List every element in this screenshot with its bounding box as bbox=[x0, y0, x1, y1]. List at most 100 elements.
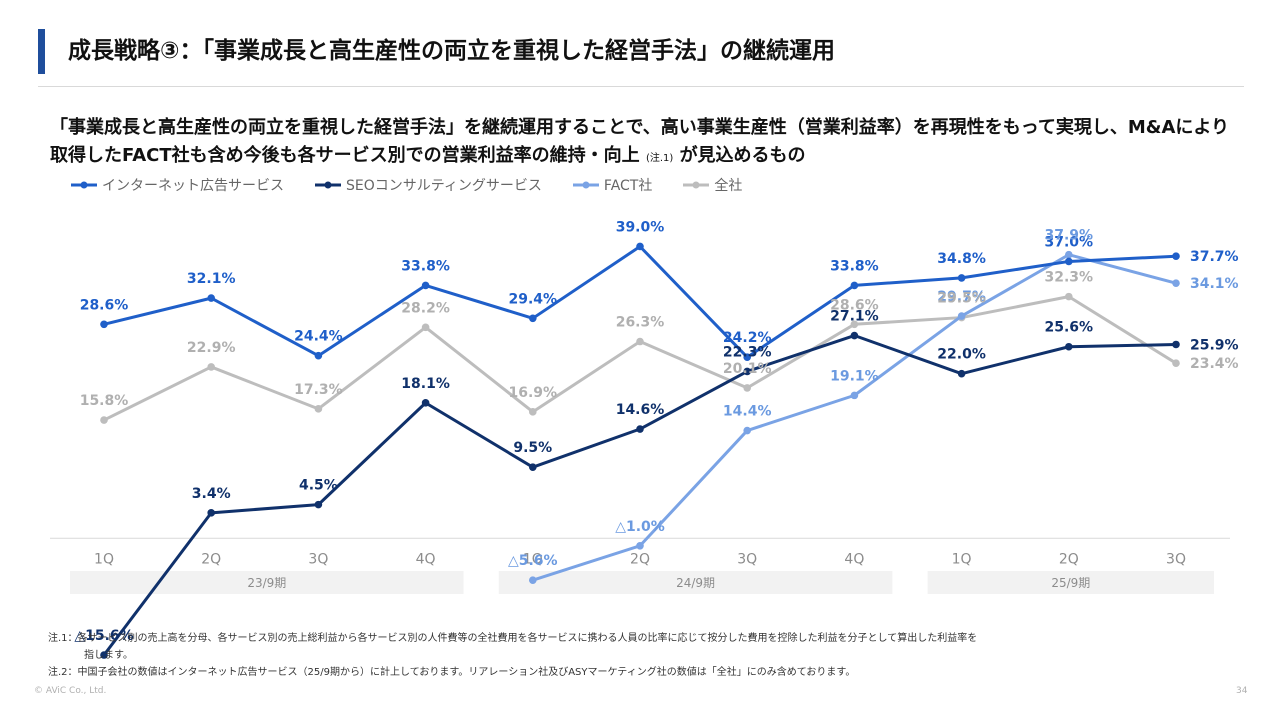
legend-swatch-dot bbox=[582, 181, 590, 189]
period-band bbox=[70, 571, 464, 594]
data-label: 32.1% bbox=[187, 271, 236, 287]
data-point bbox=[743, 367, 751, 376]
footnote-2-text: 中国子会社の数値はインターネット広告サービス（25/9期から）に計上しております… bbox=[77, 667, 856, 678]
legend-item: 全社 bbox=[682, 175, 742, 195]
data-point bbox=[100, 416, 108, 424]
data-label: 3.4% bbox=[192, 486, 231, 502]
lead-end: が見込めるもの bbox=[679, 145, 806, 166]
data-label: 29.4% bbox=[509, 291, 558, 307]
data-point bbox=[1172, 340, 1180, 349]
data-label: 33.8% bbox=[830, 258, 879, 274]
data-point bbox=[314, 500, 323, 509]
data-label: 25.9% bbox=[1190, 337, 1239, 353]
data-point bbox=[743, 384, 751, 392]
data-point bbox=[850, 331, 859, 340]
title-divider bbox=[38, 86, 1244, 87]
legend-item: SEOコンサルティングサービス bbox=[314, 175, 542, 195]
page-number: 34 bbox=[1236, 686, 1248, 696]
data-label: 37.9% bbox=[1045, 228, 1094, 244]
data-label: 25.6% bbox=[1045, 320, 1094, 336]
data-label: 17.3% bbox=[294, 382, 343, 398]
x-tick-label: 4Q bbox=[844, 551, 864, 567]
data-point bbox=[100, 651, 108, 659]
x-tick-label: 3Q bbox=[737, 551, 757, 567]
data-point bbox=[743, 353, 751, 362]
data-point bbox=[850, 320, 859, 329]
lead-note-ref: (注.1) bbox=[645, 153, 674, 164]
footnote-1-text: 各サービス別の売上高を分母、各サービス別の売上総利益から各サービス別の人件費等の… bbox=[77, 633, 978, 644]
copyright: © AViC Co., Ltd. bbox=[34, 686, 107, 696]
lead-text: 「事業成長と高生産性の両立を重視した経営手法」を継続運用することで、高い事業生産… bbox=[50, 114, 1240, 173]
x-tick-label: 1Q bbox=[94, 551, 114, 567]
data-label: 32.3% bbox=[1045, 270, 1094, 286]
data-point bbox=[529, 408, 537, 416]
period-band bbox=[927, 571, 1214, 594]
data-label: 24.4% bbox=[294, 329, 343, 345]
data-label: 37.0% bbox=[1045, 234, 1094, 250]
data-point bbox=[1172, 252, 1180, 261]
x-tick-label: 2Q bbox=[201, 551, 221, 567]
data-label: △1.0% bbox=[615, 519, 665, 535]
legend-swatch bbox=[315, 181, 341, 189]
data-label: 34.1% bbox=[1190, 276, 1239, 292]
data-point bbox=[529, 314, 537, 323]
data-label: 33.8% bbox=[401, 258, 450, 274]
data-point bbox=[1065, 342, 1073, 351]
legend-label: SEOコンサルティングサービス bbox=[346, 178, 542, 194]
data-label: 20.1% bbox=[723, 361, 772, 377]
title-accent-bar bbox=[38, 29, 45, 74]
data-point bbox=[1172, 359, 1180, 368]
period-label: 24/9期 bbox=[676, 576, 715, 590]
data-point bbox=[957, 312, 966, 320]
data-label: 22.3% bbox=[723, 344, 772, 360]
data-label: 28.6% bbox=[830, 297, 879, 313]
x-tick-label: 2Q bbox=[630, 551, 650, 567]
legend-label: FACT社 bbox=[603, 178, 653, 194]
data-label: 26.3% bbox=[616, 315, 665, 331]
legend-swatch-dot bbox=[80, 181, 88, 189]
data-label: 37.7% bbox=[1190, 249, 1239, 265]
data-label: 29.5% bbox=[937, 291, 986, 307]
x-tick-label: 3Q bbox=[1166, 551, 1186, 567]
data-point bbox=[850, 391, 859, 400]
data-point bbox=[421, 399, 430, 407]
series-line bbox=[102, 334, 1178, 657]
data-label: 16.9% bbox=[509, 385, 558, 401]
data-label: 15.8% bbox=[80, 393, 129, 409]
footnote-1: 注.1：各サービス別の売上高を分母、各サービス別の売上総利益から各サービス別の人… bbox=[48, 630, 1248, 647]
data-point bbox=[957, 369, 966, 378]
data-point bbox=[636, 337, 644, 346]
data-point bbox=[207, 294, 215, 302]
legend-swatch bbox=[71, 181, 97, 189]
data-point bbox=[529, 463, 537, 472]
data-label: △5.6% bbox=[508, 553, 558, 569]
data-point bbox=[1065, 292, 1073, 301]
x-tick-label: 3Q bbox=[308, 551, 328, 567]
legend-swatch bbox=[572, 181, 599, 189]
data-point bbox=[421, 281, 430, 290]
data-label: 29.7% bbox=[937, 289, 986, 305]
legend-swatch-dot bbox=[324, 181, 332, 189]
data-label: 14.4% bbox=[723, 404, 772, 420]
period-label: 25/9期 bbox=[1051, 576, 1090, 590]
data-point bbox=[100, 320, 108, 329]
data-label: 4.5% bbox=[299, 478, 338, 494]
data-point bbox=[1065, 250, 1073, 259]
data-point bbox=[529, 576, 537, 584]
data-point bbox=[314, 351, 323, 360]
data-label: 23.4% bbox=[1190, 356, 1239, 372]
data-point bbox=[421, 323, 430, 332]
page-title: 成長戦略③：「事業成長と高生産性の両立を重視した経営手法」の継続運用 bbox=[68, 38, 835, 64]
footnote-2-label: 注.2： bbox=[48, 667, 78, 678]
footnotes: 注.1：各サービス別の売上高を分母、各サービス別の売上総利益から各サービス別の人… bbox=[48, 630, 1248, 681]
data-point bbox=[636, 425, 644, 433]
lead-main: 「事業成長と高生産性の両立を重視した経営手法」を継続運用することで、高い事業生産… bbox=[50, 117, 1230, 166]
data-point bbox=[850, 281, 859, 290]
footnote-1-cont-text: 指します。 bbox=[84, 650, 133, 661]
data-point bbox=[636, 541, 644, 550]
data-point bbox=[207, 363, 215, 371]
legend-swatch-dot bbox=[692, 181, 700, 189]
x-tick-label: 1Q bbox=[523, 551, 543, 567]
x-tick-label: 2Q bbox=[1059, 551, 1079, 567]
